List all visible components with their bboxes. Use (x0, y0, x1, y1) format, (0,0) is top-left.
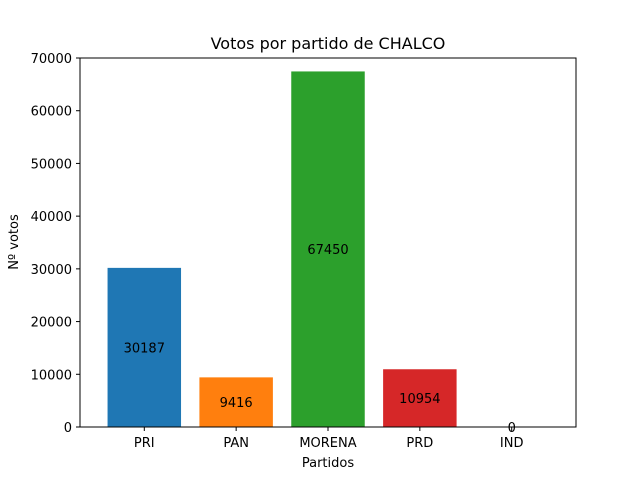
x-tick-label-prd: PRD (406, 436, 433, 451)
x-axis: PRI PAN MORENA PRD IND (134, 427, 524, 451)
y-tick-label: 0 (64, 421, 72, 436)
y-tick-label: 20000 (31, 316, 72, 331)
chart-title: Votos por partido de CHALCO (211, 34, 446, 53)
bar-pri (107, 267, 182, 427)
x-axis-label: Partidos (302, 456, 354, 471)
y-tick-label: 70000 (31, 52, 72, 67)
y-axis-label: Nº votos (7, 214, 22, 270)
y-tick-label: 40000 (31, 210, 72, 225)
bar-prd (383, 369, 457, 427)
y-tick-label: 60000 (31, 105, 72, 120)
bar-pan (199, 377, 273, 427)
bar-morena (291, 71, 365, 428)
y-tick-label: 30000 (31, 263, 72, 278)
x-tick-label-ind: IND (500, 436, 524, 451)
x-tick-label-pri: PRI (134, 436, 155, 451)
x-tick-label-pan: PAN (223, 436, 249, 451)
data-label-prd: 10954 (399, 392, 440, 407)
y-axis: 0 10000 20000 30000 40000 50000 60000 70000 (31, 52, 80, 436)
x-tick-label-morena: MORENA (299, 436, 356, 451)
data-label-morena: 67450 (307, 243, 348, 258)
data-label-pan: 9416 (220, 396, 253, 411)
y-tick-label: 10000 (31, 368, 72, 383)
data-label-pri: 30187 (124, 341, 165, 356)
y-tick-label: 50000 (31, 157, 72, 172)
